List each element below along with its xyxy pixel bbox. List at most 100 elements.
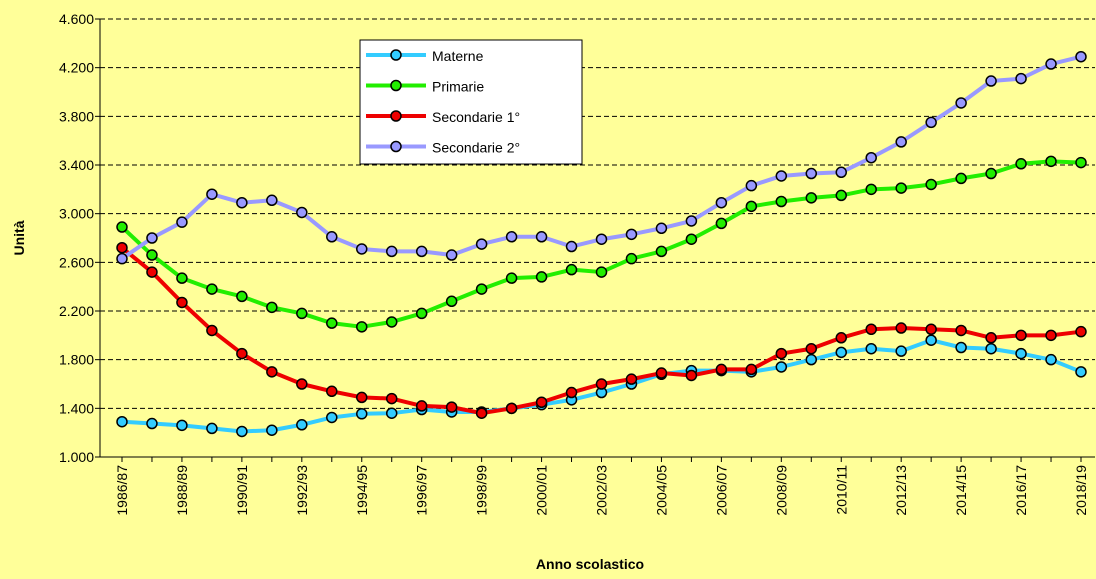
marker (326, 231, 338, 243)
marker (445, 401, 458, 413)
marker (745, 179, 758, 192)
legend-label: Materne (432, 48, 484, 64)
marker (266, 194, 278, 207)
marker (445, 295, 458, 308)
marker (385, 392, 398, 405)
x-tick-label: 2004/05 (653, 465, 669, 516)
marker (625, 373, 638, 385)
marker (835, 189, 847, 202)
x-tick-label: 1986/87 (114, 465, 130, 516)
marker (1045, 329, 1057, 342)
marker (296, 419, 308, 431)
marker (146, 249, 158, 261)
marker (206, 188, 218, 200)
marker (116, 221, 128, 233)
marker (715, 217, 728, 230)
marker (116, 415, 128, 428)
y-tick-label: 2.600 (59, 254, 94, 270)
marker (356, 243, 368, 255)
marker (865, 151, 877, 164)
legend-label: Secondarie 2° (432, 140, 520, 156)
marker (835, 332, 847, 344)
marker (685, 369, 698, 382)
y-tick-label: 4.600 (59, 11, 94, 27)
y-tick-label: 3.800 (59, 108, 94, 124)
x-tick-label: 1988/89 (174, 465, 190, 516)
marker (535, 271, 548, 283)
marker (1015, 347, 1027, 360)
legend-marker (390, 110, 402, 122)
marker (206, 283, 218, 295)
marker (655, 367, 668, 379)
marker (475, 407, 488, 419)
y-tick-label: 2.200 (59, 303, 94, 319)
x-tick-label: 1992/93 (294, 465, 310, 516)
marker (925, 178, 937, 191)
marker (1075, 156, 1087, 169)
marker (715, 363, 728, 376)
marker (745, 363, 758, 376)
marker (775, 170, 788, 182)
marker (206, 422, 218, 435)
y-tick-label: 1.000 (59, 449, 94, 465)
y-axis-title: Unità (11, 220, 27, 255)
marker (415, 400, 428, 412)
marker (895, 182, 907, 194)
x-axis-title: Anno scolastico (536, 556, 644, 572)
marker (925, 116, 937, 129)
y-tick-label: 1.400 (59, 400, 94, 416)
marker (895, 136, 907, 148)
y-tick-label: 1.800 (59, 352, 94, 368)
marker (1045, 353, 1057, 366)
marker (535, 231, 548, 243)
marker (565, 240, 578, 253)
marker (955, 341, 967, 354)
marker (865, 323, 877, 335)
marker (805, 353, 818, 366)
series-line (120, 54, 1082, 261)
y-tick-label: 4.200 (59, 60, 94, 76)
marker (595, 378, 608, 390)
marker (775, 195, 788, 208)
legend-marker (390, 79, 402, 92)
marker (296, 206, 308, 219)
marker (146, 232, 158, 244)
x-tick-label: 2014/15 (953, 465, 969, 516)
marker (326, 385, 338, 398)
marker (356, 321, 368, 333)
marker (445, 249, 458, 261)
marker (595, 266, 608, 278)
marker (266, 301, 278, 314)
marker (745, 200, 758, 213)
marker (805, 167, 818, 180)
marker (655, 222, 668, 235)
legend-label: Secondarie 1° (432, 109, 520, 125)
x-tick-label: 1996/97 (414, 465, 430, 516)
marker (925, 323, 937, 335)
marker (475, 238, 488, 250)
x-tick-label: 1994/95 (354, 465, 370, 516)
marker (326, 411, 338, 424)
marker (835, 346, 847, 359)
marker (775, 347, 788, 360)
marker (895, 345, 907, 357)
marker (685, 215, 698, 227)
marker (985, 75, 997, 87)
marker (925, 334, 937, 346)
marker (505, 272, 518, 284)
marker (326, 317, 338, 329)
marker (176, 272, 188, 284)
x-tick-label: 1998/99 (474, 465, 490, 516)
x-tick-label: 2018/19 (1073, 465, 1089, 516)
marker (356, 408, 368, 420)
marker (415, 307, 428, 320)
marker (296, 307, 308, 320)
marker (595, 233, 608, 245)
x-tick-label: 1990/91 (234, 465, 250, 516)
marker (685, 233, 698, 245)
marker (146, 417, 158, 430)
marker (1075, 366, 1087, 378)
marker (1045, 155, 1057, 168)
marker (775, 361, 788, 373)
marker (505, 231, 518, 243)
